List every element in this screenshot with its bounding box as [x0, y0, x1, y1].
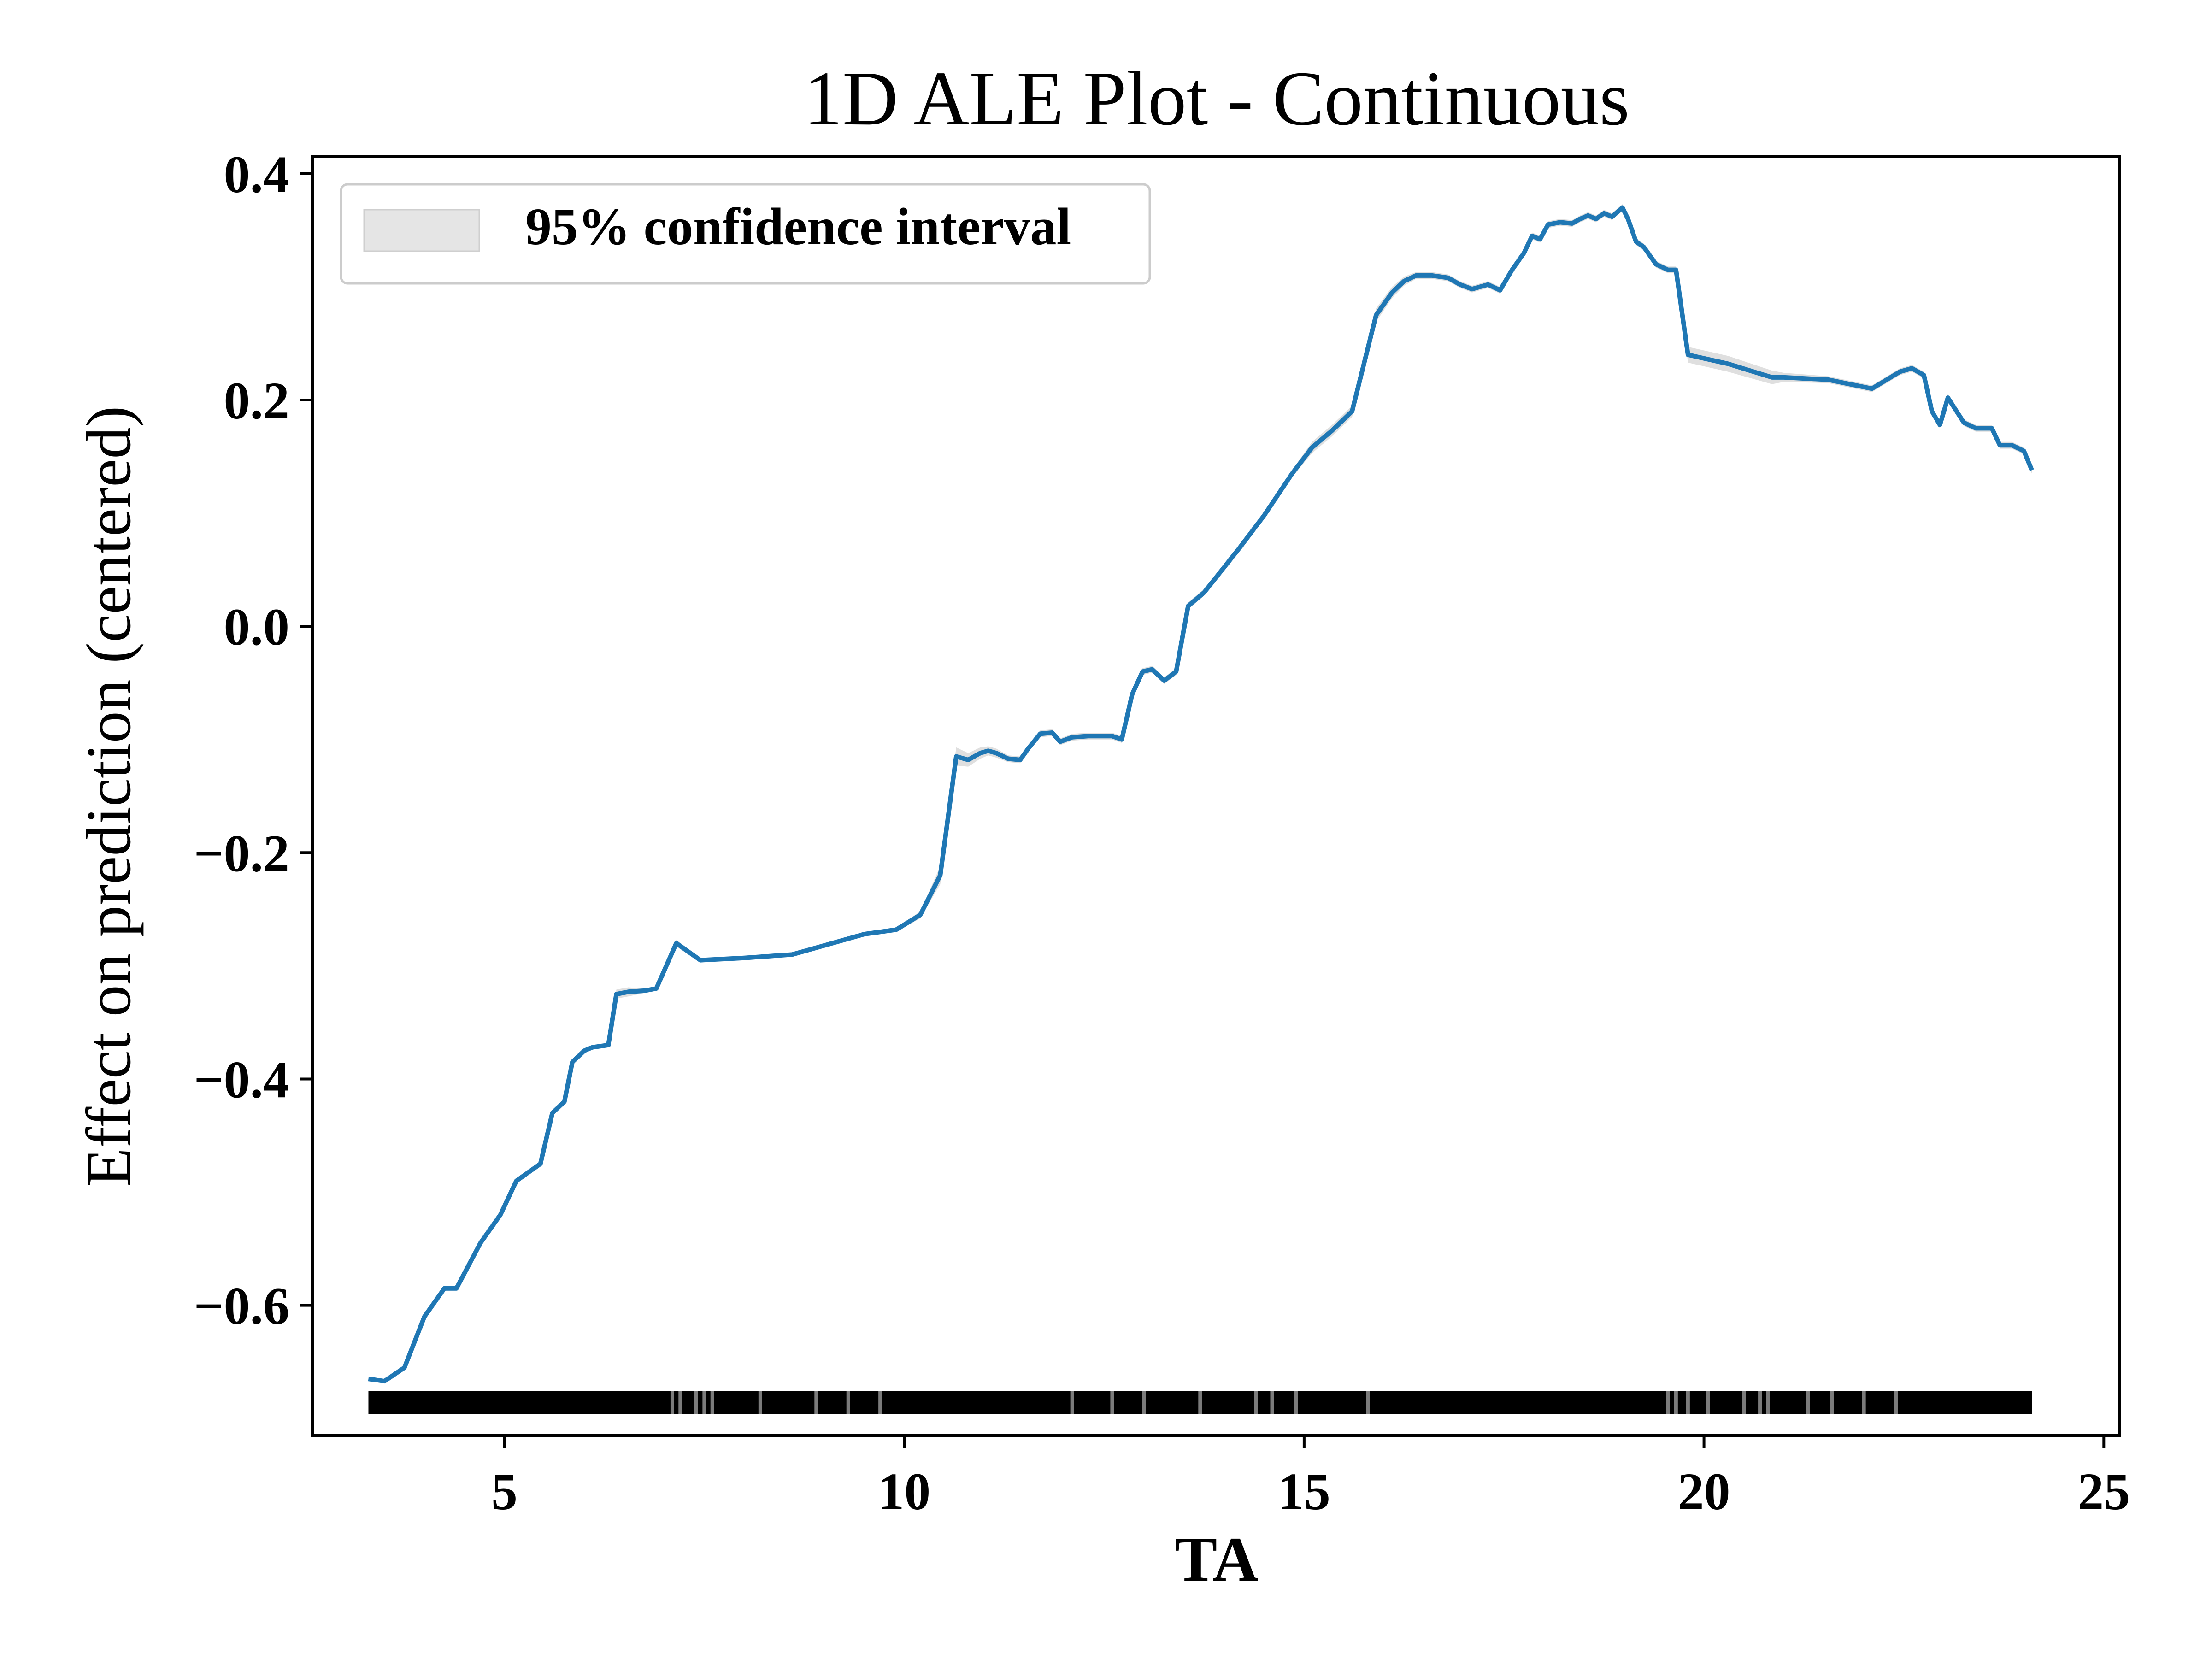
y-tick-label: −0.6	[194, 1277, 289, 1335]
rug-gap	[1686, 1391, 1690, 1414]
legend-label-confidence-interval: 95% confidence interval	[525, 197, 1071, 256]
rug-gap	[1110, 1391, 1114, 1414]
rug-gap	[670, 1391, 674, 1414]
rug-gap	[1674, 1391, 1678, 1414]
x-tick-label: 25	[2077, 1462, 2130, 1521]
rug-gap	[694, 1391, 698, 1414]
x-tick-label: 20	[1678, 1462, 1730, 1521]
rug-gap	[878, 1391, 882, 1414]
y-tick-label: −0.2	[194, 824, 289, 882]
rug-gap	[1070, 1391, 1074, 1414]
rug-gap	[1806, 1391, 1810, 1414]
rug-gap	[1894, 1391, 1898, 1414]
rug-gap	[678, 1391, 682, 1414]
confidence-band	[368, 204, 2032, 1383]
chart-title: 1D ALE Plot - Continuous	[804, 56, 1630, 141]
rug-gap	[1294, 1391, 1298, 1414]
legend: 95% confidence interval	[340, 183, 1151, 285]
rug-gap	[1758, 1391, 1762, 1414]
axes-frame	[311, 155, 2121, 1437]
rug-gap	[710, 1391, 714, 1414]
rug-gap	[1706, 1391, 1710, 1414]
rug-gap	[1254, 1391, 1258, 1414]
x-axis-label: TA	[1175, 1524, 1258, 1594]
y-tick-label: 0.2	[224, 371, 290, 430]
plot-area	[368, 204, 2034, 1414]
y-tick-label: −0.4	[194, 1050, 289, 1109]
rug-gap	[1666, 1391, 1670, 1414]
rug-gap	[1270, 1391, 1274, 1414]
rug-gap	[1830, 1391, 1834, 1414]
legend-swatch-confidence-interval	[363, 209, 480, 252]
rug-plot	[368, 1391, 2032, 1414]
rug-gap	[702, 1391, 706, 1414]
y-axis-label: Effect on prediction (centered)	[73, 406, 144, 1187]
rug-gap	[1862, 1391, 1866, 1414]
rug-gap	[758, 1391, 762, 1414]
x-axis: 5 10 15 20 25	[491, 1435, 2130, 1521]
ale-line	[368, 205, 2034, 1384]
x-tick-label: 10	[878, 1462, 930, 1521]
rug-gap	[1742, 1391, 1746, 1414]
y-tick-label: 0.0	[224, 598, 290, 656]
y-tick-label: 0.4	[224, 145, 290, 204]
rug-gap	[814, 1391, 818, 1414]
rug-gap	[1198, 1391, 1202, 1414]
y-axis: −0.6 −0.4 −0.2 0.0 0.2 0.4	[194, 145, 312, 1335]
x-tick-label: 15	[1278, 1462, 1330, 1521]
rug-gap	[1366, 1391, 1370, 1414]
x-tick-label: 5	[491, 1462, 518, 1521]
rug-gap	[1142, 1391, 1146, 1414]
rug-gap	[846, 1391, 850, 1414]
rug-gap	[1766, 1391, 1770, 1414]
legend-frame	[340, 183, 1151, 285]
